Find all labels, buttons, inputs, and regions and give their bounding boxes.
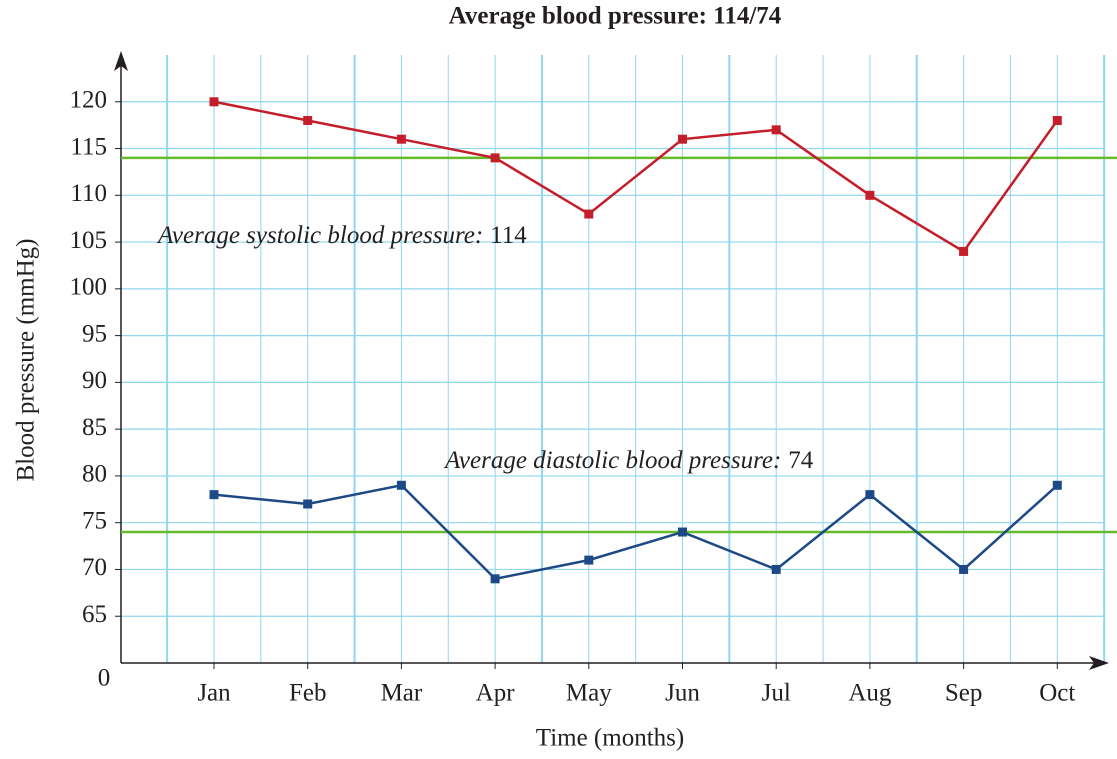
point xyxy=(209,490,219,500)
point xyxy=(771,564,781,574)
y-tick-label: 105 xyxy=(70,227,108,254)
x-axis-title: Time (months) xyxy=(536,725,684,752)
point xyxy=(584,555,594,565)
annotation: Average systolic blood pressure: 114 xyxy=(156,222,527,249)
origin-label: 0 xyxy=(98,665,111,692)
y-tick-label: 120 xyxy=(70,87,108,114)
point xyxy=(209,97,219,107)
y-tick-label: 100 xyxy=(70,274,108,301)
point xyxy=(396,134,406,144)
point xyxy=(865,190,875,200)
point xyxy=(1052,115,1062,125)
y-tick-label: 65 xyxy=(82,601,107,628)
point xyxy=(303,115,313,125)
series-line xyxy=(213,100,1059,254)
annotation-value: 114 xyxy=(490,222,527,249)
series-line xyxy=(213,483,1059,581)
point xyxy=(771,125,781,135)
point xyxy=(959,564,969,574)
point xyxy=(678,134,687,144)
y-tick-label: 75 xyxy=(82,507,107,534)
x-tick-label: Jan xyxy=(197,680,231,707)
point xyxy=(584,209,594,219)
y-tick-label: 85 xyxy=(82,414,107,441)
x-tick-label: May xyxy=(566,680,612,707)
y-tick-label: 80 xyxy=(82,461,107,488)
x-tick-label: Apr xyxy=(476,680,516,707)
point xyxy=(396,480,406,490)
annotation-label: Average systolic blood pressure: xyxy=(156,222,483,249)
point xyxy=(678,527,687,537)
y-tick-label: 90 xyxy=(82,367,107,394)
point xyxy=(1052,480,1062,490)
x-tick-label: Jul xyxy=(762,680,791,707)
chart-title: Average blood pressure: 114/74 xyxy=(449,3,782,30)
y-tick-label: 110 xyxy=(70,180,107,207)
point xyxy=(490,153,500,163)
point xyxy=(959,246,969,256)
x-axis-arrow xyxy=(1089,656,1109,670)
x-tick-label: Oct xyxy=(1039,680,1075,707)
x-tick-label: Aug xyxy=(848,680,892,707)
y-axis-arrow xyxy=(114,51,128,71)
annotation: Average diastolic blood pressure: 74 xyxy=(443,447,814,474)
y-tick-label: 70 xyxy=(82,554,107,581)
point xyxy=(490,574,500,584)
x-tick-label: Feb xyxy=(289,680,327,707)
y-axis-title: Blood pressure (mmHg) xyxy=(13,238,40,481)
annotation-label: Average diastolic blood pressure: xyxy=(443,447,781,474)
x-tick-label: Jun xyxy=(665,680,700,707)
point xyxy=(865,490,875,500)
y-tick-label: 115 xyxy=(70,133,107,160)
x-tick-label: Mar xyxy=(381,680,423,707)
x-tick-label: Sep xyxy=(945,680,983,707)
annotation-value: 74 xyxy=(788,447,814,474)
point xyxy=(303,499,313,509)
y-tick-label: 95 xyxy=(82,320,107,347)
